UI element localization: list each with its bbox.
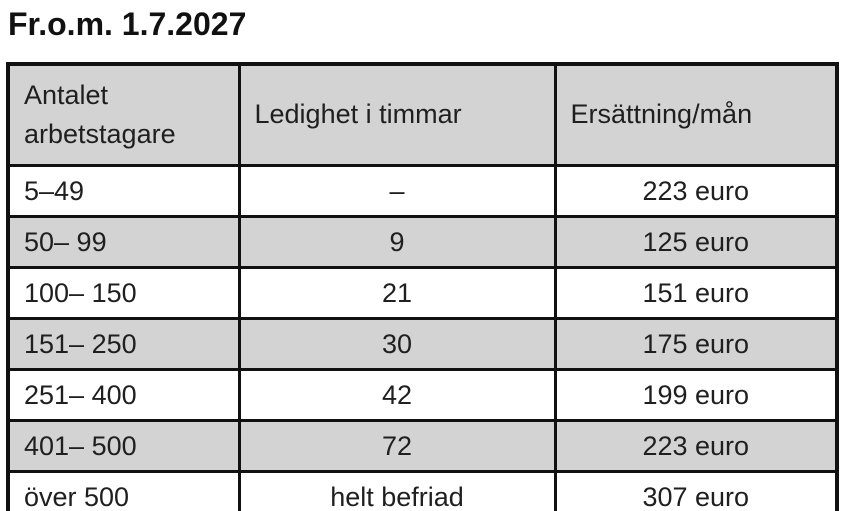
cell-ledighet-i-timmar: 42: [237, 368, 557, 422]
table-body: 5–49–223 euro 50– 99 9 125 euro 100– 150 21 15…: [6, 164, 839, 511]
cell-ersattning-man: 199 euro: [553, 368, 839, 422]
compensation-table: Antalet arbetstagare Ledighet i timmar E…: [6, 62, 839, 511]
column-header-antalet-arbetstagare: Antalet arbetstagare: [6, 62, 241, 167]
cell-ersattning-man: 151 euro: [553, 266, 839, 320]
cell-ledighet-i-timmar: 72: [237, 419, 557, 473]
table-row: 5–49–223 euro: [6, 164, 839, 218]
cell-ersattning-man: 175 euro: [553, 317, 839, 371]
table-row: 100– 150 21 151 euro: [6, 266, 839, 320]
cell-ledighet-i-timmar: 30: [237, 317, 557, 371]
cell-ersattning-man: 223 euro: [553, 419, 839, 473]
table-row: 151– 250 30 175 euro: [6, 317, 839, 371]
cell-ersattning-man: 223 euro: [553, 164, 839, 218]
cell-ledighet-i-timmar: helt befriad: [237, 470, 557, 511]
page-title: Fr.o.m. 1.7.2027: [8, 6, 247, 42]
cell-antalet-arbetstagare: 5–49: [6, 164, 241, 218]
cell-antalet-arbetstagare: över 500: [6, 470, 241, 511]
table-row: 401– 500 72 223 euro: [6, 419, 839, 473]
cell-ersattning-man: 307 euro: [553, 470, 839, 511]
cell-antalet-arbetstagare: 151– 250: [6, 317, 241, 371]
cell-ersattning-man: 125 euro: [553, 215, 839, 269]
cell-antalet-arbetstagare: 50– 99: [6, 215, 241, 269]
table-row: 50– 99 9 125 euro: [6, 215, 839, 269]
cell-ledighet-i-timmar: 21: [237, 266, 557, 320]
cell-antalet-arbetstagare: 401– 500: [6, 419, 241, 473]
cell-ledighet-i-timmar: 9: [237, 215, 557, 269]
table-header-row: Antalet arbetstagare Ledighet i timmar E…: [6, 62, 839, 167]
cell-ledighet-i-timmar: –: [237, 164, 557, 218]
column-header-ersattning-man: Ersättning/mån: [553, 62, 839, 167]
cell-antalet-arbetstagare: 251– 400: [6, 368, 241, 422]
cell-antalet-arbetstagare: 100– 150: [6, 266, 241, 320]
table-row: över 500 helt befriad 307 euro: [6, 470, 839, 511]
column-header-ledighet-i-timmar: Ledighet i timmar: [237, 62, 557, 167]
table-row: 251– 400 42 199 euro: [6, 368, 839, 422]
table-header: Antalet arbetstagare Ledighet i timmar E…: [6, 62, 839, 167]
